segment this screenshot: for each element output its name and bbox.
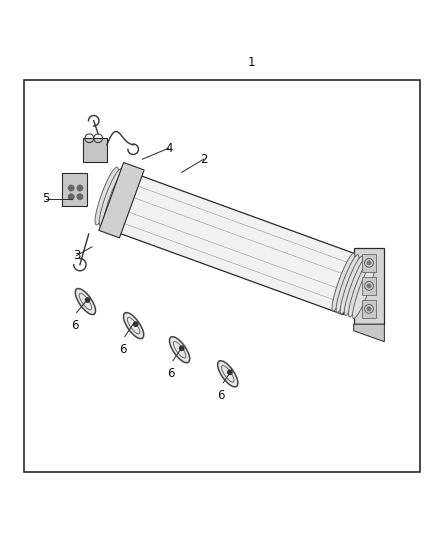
- Ellipse shape: [336, 255, 359, 312]
- Ellipse shape: [349, 259, 371, 317]
- Ellipse shape: [332, 253, 355, 311]
- Text: 5: 5: [42, 192, 49, 205]
- Text: 6: 6: [167, 367, 175, 380]
- Bar: [354, 247, 385, 324]
- Circle shape: [77, 193, 83, 200]
- Circle shape: [367, 284, 371, 288]
- Circle shape: [77, 185, 83, 191]
- Text: 6: 6: [217, 389, 225, 402]
- Circle shape: [134, 322, 138, 326]
- Circle shape: [85, 298, 90, 302]
- Ellipse shape: [170, 337, 190, 363]
- Text: 2: 2: [200, 152, 208, 166]
- Ellipse shape: [124, 312, 144, 338]
- Text: 6: 6: [71, 319, 78, 332]
- Polygon shape: [83, 138, 107, 163]
- Ellipse shape: [75, 288, 95, 314]
- Text: 1: 1: [248, 56, 256, 69]
- Ellipse shape: [103, 170, 127, 228]
- Circle shape: [180, 346, 184, 350]
- Circle shape: [367, 261, 371, 264]
- Bar: [363, 277, 376, 295]
- Bar: [24, 80, 420, 472]
- Ellipse shape: [95, 167, 118, 225]
- Text: 6: 6: [119, 343, 127, 356]
- Text: 4: 4: [165, 142, 173, 155]
- Ellipse shape: [99, 168, 123, 227]
- Ellipse shape: [107, 172, 131, 229]
- Ellipse shape: [218, 361, 238, 387]
- Polygon shape: [99, 163, 144, 238]
- Circle shape: [228, 370, 232, 375]
- Ellipse shape: [353, 261, 375, 318]
- Ellipse shape: [344, 258, 367, 316]
- Polygon shape: [105, 170, 364, 314]
- Circle shape: [68, 193, 74, 200]
- Polygon shape: [354, 324, 385, 342]
- Ellipse shape: [112, 173, 135, 231]
- Bar: [363, 254, 376, 272]
- Bar: [62, 173, 86, 206]
- Ellipse shape: [340, 256, 363, 314]
- Circle shape: [68, 185, 74, 191]
- Bar: [363, 300, 376, 318]
- Circle shape: [367, 307, 371, 311]
- Text: 3: 3: [73, 249, 80, 262]
